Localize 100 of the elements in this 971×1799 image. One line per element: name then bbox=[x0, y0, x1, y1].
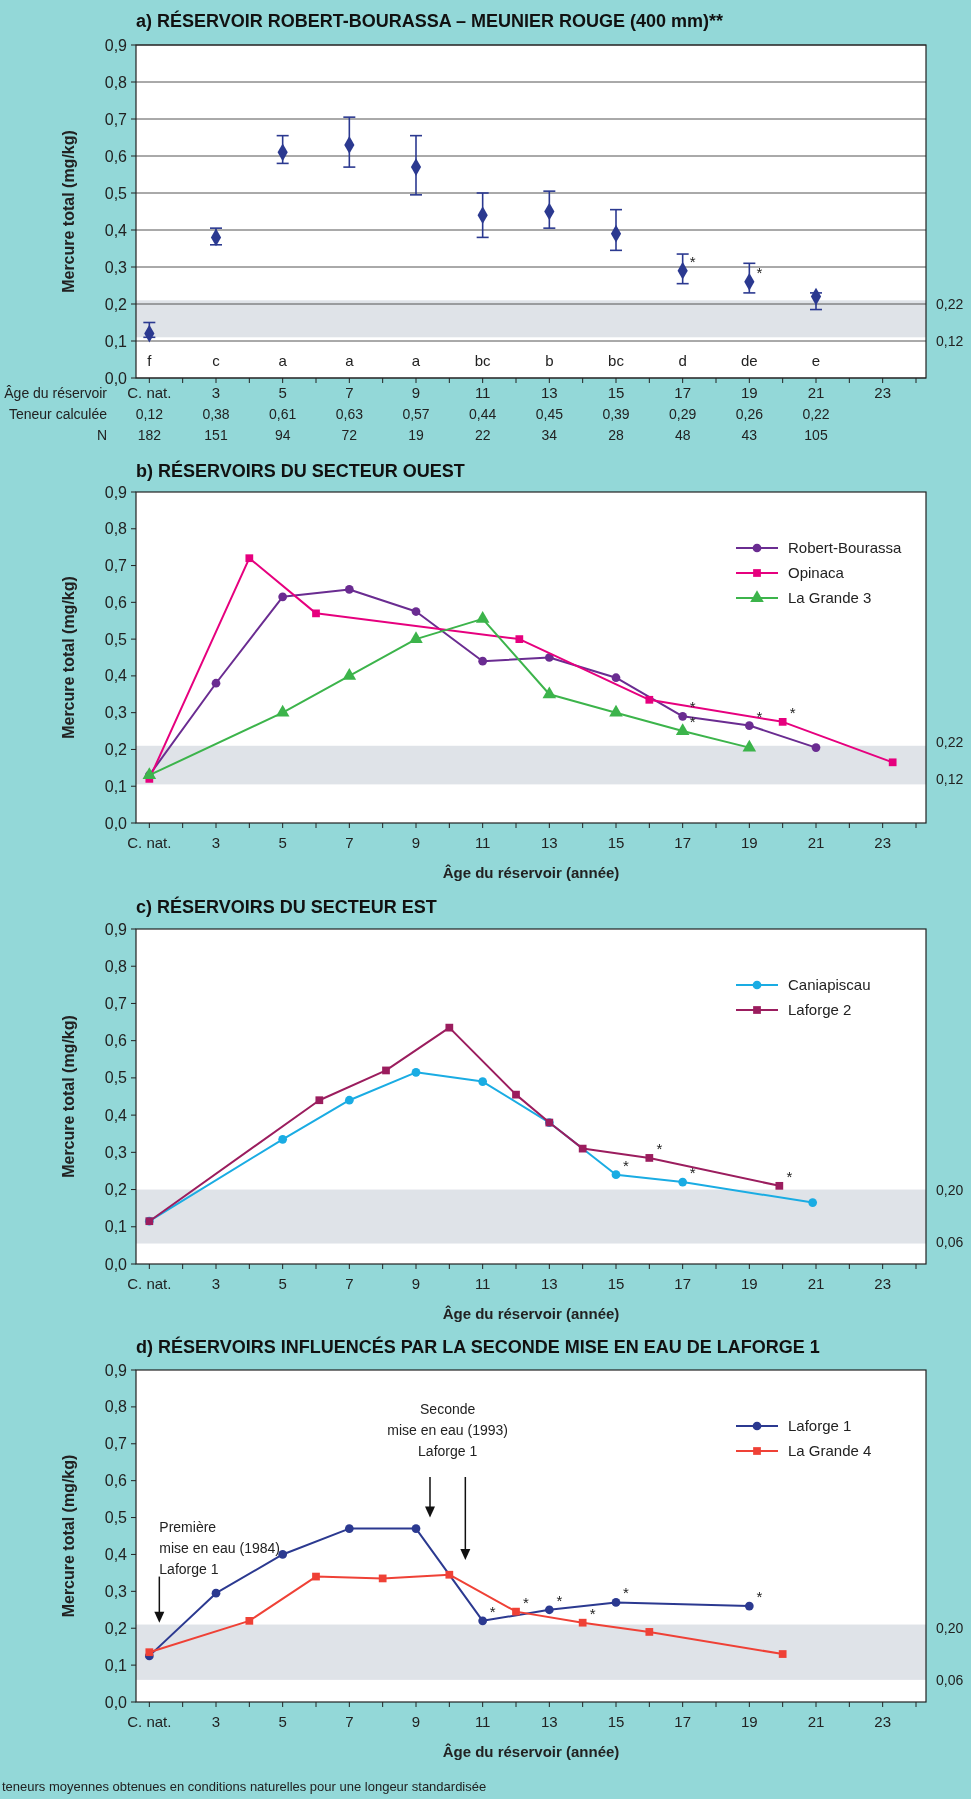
annotation: de bbox=[740, 352, 758, 369]
y-tick-label: 0,4 bbox=[104, 1545, 128, 1563]
point bbox=[678, 1177, 688, 1187]
point bbox=[478, 1077, 488, 1086]
point bbox=[478, 1616, 488, 1626]
x-tick-label: 17 bbox=[674, 1275, 692, 1292]
text: N bbox=[96, 427, 107, 443]
point bbox=[675, 723, 690, 735]
text: 48 bbox=[674, 427, 691, 443]
text: 28 bbox=[608, 427, 624, 443]
x-tick-label: 19 bbox=[740, 834, 758, 851]
text: 0,57 bbox=[402, 406, 430, 422]
y-tick-label: 0,4 bbox=[104, 221, 128, 239]
y-tick-label: 0,3 bbox=[104, 704, 128, 722]
y-tick-label: 0,5 bbox=[104, 1509, 128, 1527]
point bbox=[512, 1090, 520, 1099]
point bbox=[478, 656, 488, 666]
point bbox=[278, 592, 288, 602]
annotation: * bbox=[656, 1139, 663, 1157]
y2-tick-label: 0,20 bbox=[936, 1181, 964, 1198]
point bbox=[445, 1023, 454, 1032]
y-tick-label: 0,6 bbox=[104, 147, 128, 165]
y-tick-label: 0,0 bbox=[104, 1693, 128, 1711]
x-tick-label: 17 bbox=[674, 834, 692, 851]
text: 0,12 bbox=[135, 406, 164, 422]
chart-title: a) RÉSERVOIR ROBERT-BOURASSA – MEUNIER ROUGE (400 mm)** bbox=[136, 10, 724, 31]
x-tick-label: 9 bbox=[411, 1713, 421, 1730]
annotation: * bbox=[689, 1164, 696, 1182]
annotation: * bbox=[589, 1604, 596, 1622]
annotation: a bbox=[411, 352, 421, 369]
x-tick-label: 21 bbox=[807, 1275, 825, 1292]
x-tick-label: 7 bbox=[345, 1275, 354, 1292]
text: 0,45 bbox=[535, 406, 564, 422]
annotation: * bbox=[623, 1584, 630, 1602]
x-tick-label: 5 bbox=[278, 1275, 287, 1292]
y2-tick-label: 0,12 bbox=[936, 770, 964, 787]
x-tick-label: 11 bbox=[474, 1713, 491, 1730]
annotation: a bbox=[345, 352, 355, 369]
text: Teneur calculée bbox=[8, 406, 108, 422]
x-tick-label: 3 bbox=[211, 384, 221, 401]
point bbox=[775, 1181, 784, 1190]
x-tick-label: 23 bbox=[874, 1713, 892, 1730]
point bbox=[278, 1134, 288, 1144]
x-tick-label: 13 bbox=[540, 1275, 558, 1292]
point bbox=[145, 1648, 154, 1657]
point bbox=[542, 686, 557, 699]
text: 0,44 bbox=[469, 406, 497, 422]
y2-tick-label: 0,22 bbox=[936, 296, 964, 312]
x-tick-label: 15 bbox=[607, 384, 625, 401]
x-tick-label: 19 bbox=[740, 384, 758, 401]
x-tick-label: C. nat. bbox=[127, 834, 172, 851]
y2-tick-label: 0,12 bbox=[936, 333, 964, 349]
x-tick-label: 13 bbox=[540, 1713, 558, 1730]
point bbox=[382, 1066, 390, 1075]
x-tick-label: 3 bbox=[211, 1275, 221, 1292]
text: 43 bbox=[741, 427, 758, 443]
y2-tick-label: 0,06 bbox=[936, 1233, 964, 1250]
point bbox=[312, 609, 320, 618]
chart-title: d) RÉSERVOIRS INFLUENCÉS PAR LA SECONDE MISE EN EAU DE LAFORGE 1 bbox=[136, 1336, 820, 1357]
text: 72 bbox=[341, 427, 358, 443]
y-tick-label: 0,1 bbox=[104, 1656, 128, 1674]
y-tick-label: 0,5 bbox=[104, 630, 128, 648]
y-tick-label: 0,0 bbox=[104, 814, 128, 832]
y-tick-label: 0,7 bbox=[104, 110, 128, 128]
x-tick-label: C. nat. bbox=[127, 384, 172, 401]
y2-tick-label: 0,22 bbox=[936, 734, 964, 751]
x-tick-label: 13 bbox=[540, 384, 558, 401]
y-tick-label: 0,3 bbox=[104, 1582, 128, 1600]
y-axis-title: Mercure total (mg/kg) bbox=[60, 576, 77, 739]
point bbox=[211, 1588, 221, 1598]
x-tick-label: C. nat. bbox=[127, 1275, 172, 1292]
x-tick-label: 23 bbox=[874, 384, 892, 401]
y-tick-label: 0,9 bbox=[104, 483, 128, 501]
x-tick-label: 3 bbox=[211, 1713, 221, 1730]
y-tick-label: 0,3 bbox=[104, 258, 128, 276]
x-tick-label: 7 bbox=[345, 384, 354, 401]
x-tick-label: 11 bbox=[474, 1275, 491, 1292]
y2-tick-label: 0,06 bbox=[936, 1671, 964, 1688]
chart-title: b) RÉSERVOIRS DU SECTEUR OUEST bbox=[136, 460, 465, 481]
x-tick-label: 19 bbox=[740, 1275, 758, 1292]
y-tick-label: 0,1 bbox=[104, 1218, 128, 1236]
legend-label: Laforge 2 bbox=[788, 1001, 852, 1018]
point bbox=[778, 1650, 787, 1658]
text: 151 bbox=[204, 427, 228, 443]
y-tick-label: 0,5 bbox=[104, 184, 128, 202]
annotation: * bbox=[689, 698, 696, 716]
annotation: bc bbox=[474, 352, 492, 369]
y-tick-label: 0,2 bbox=[104, 1181, 128, 1199]
x-tick-label: 3 bbox=[211, 834, 221, 851]
x-tick-label: 21 bbox=[807, 384, 825, 401]
annotation: Première mise en eau (1984) Laforge 1 bbox=[159, 1519, 280, 1578]
point bbox=[808, 1198, 818, 1207]
point bbox=[315, 1096, 324, 1105]
y-tick-label: 0,7 bbox=[104, 994, 128, 1012]
x-tick-label: 15 bbox=[607, 1713, 625, 1730]
annotation: d bbox=[678, 352, 687, 369]
point bbox=[411, 1067, 421, 1077]
x-tick-label: 11 bbox=[474, 384, 491, 401]
annotation: * bbox=[689, 713, 696, 731]
x-tick-label: 23 bbox=[874, 834, 892, 851]
